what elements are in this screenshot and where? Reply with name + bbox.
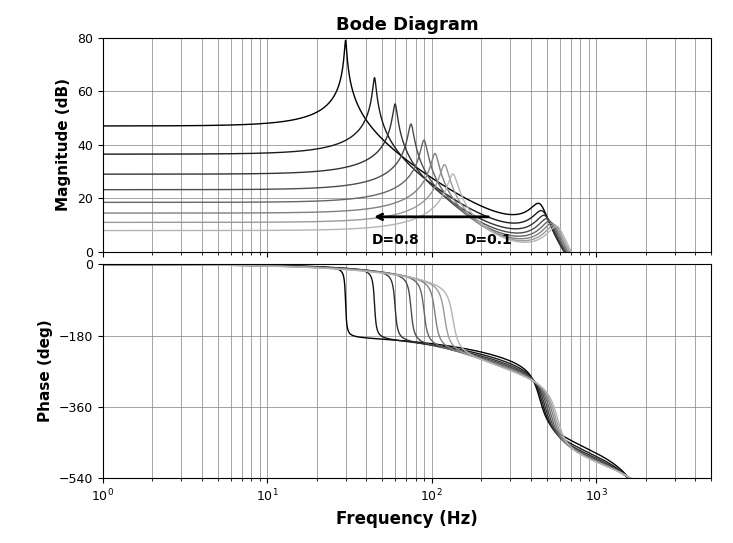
Y-axis label: Magnitude (dB): Magnitude (dB)	[56, 78, 71, 211]
Text: D=0.1: D=0.1	[465, 232, 513, 247]
Text: D=0.8: D=0.8	[372, 232, 419, 247]
Y-axis label: Phase (deg): Phase (deg)	[38, 320, 53, 422]
X-axis label: Frequency (Hz): Frequency (Hz)	[336, 510, 478, 528]
Title: Bode Diagram: Bode Diagram	[336, 16, 478, 34]
